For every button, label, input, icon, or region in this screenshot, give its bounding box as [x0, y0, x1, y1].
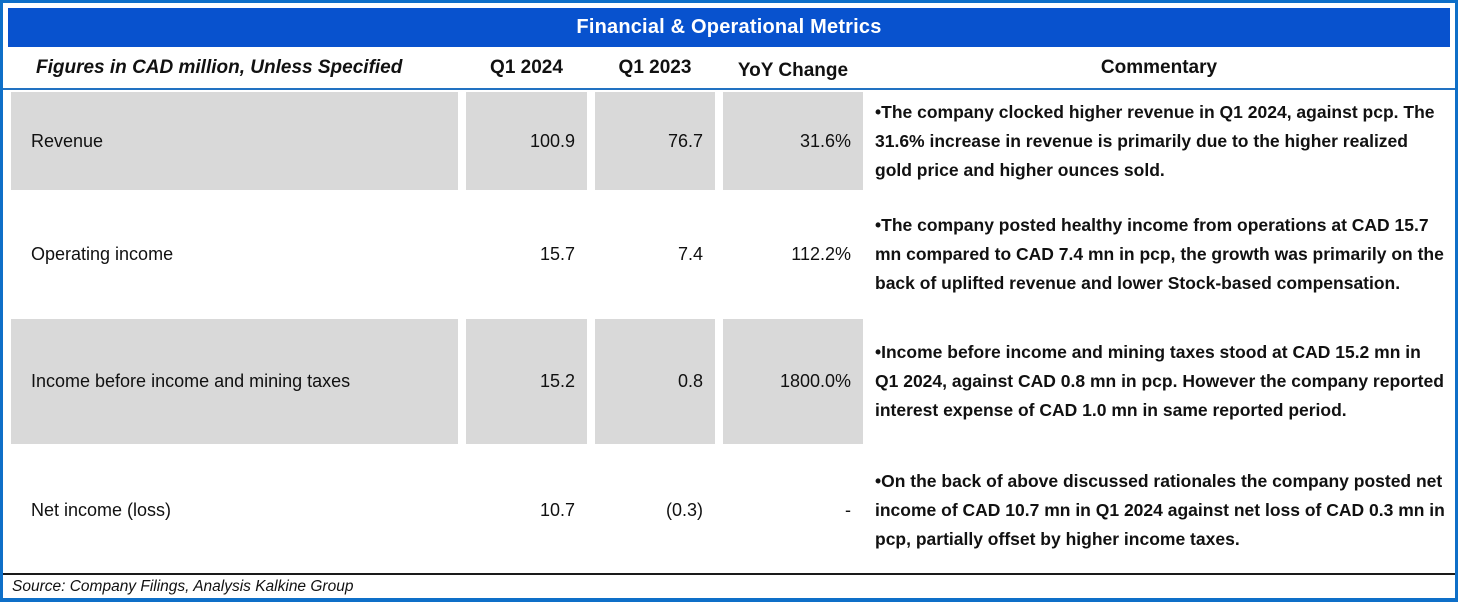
column-header-q1-2024: Q1 2024 [490, 56, 563, 78]
column-header-yoy-change: YoY Change [737, 59, 849, 81]
operating-income-q1-2024-value: 15.7 [539, 244, 575, 264]
table-title-bar: Financial & Operational Metrics [8, 8, 1450, 47]
revenue-commentary: •The company clocked higher revenue in Q… [875, 101, 1435, 180]
revenue-q1-2024-value: 100.9 [466, 92, 587, 190]
table-body: Revenue 100.9 76.7 31.6% •The company cl… [3, 90, 1455, 573]
metric-label-net-income: Net income (loss) [31, 499, 172, 520]
revenue-q1-2023-value: 76.7 [595, 92, 715, 190]
column-header-commentary: Commentary [1100, 56, 1218, 78]
operating-income-commentary: •The company posted healthy income from … [875, 215, 1444, 293]
operating-income-q1-2023-value: 7.4 [677, 244, 703, 264]
header-divider-rule [3, 88, 1455, 90]
metric-label-revenue: Revenue [11, 92, 458, 190]
table-title: Financial & Operational Metrics [576, 16, 882, 38]
table-header-row: Figures in CAD million, Unless Specified… [3, 47, 1455, 88]
metric-label-operating-income: Operating income [31, 244, 174, 264]
footer-divider-rule [3, 573, 1455, 575]
income-before-taxes-q1-2024-value: 15.2 [466, 319, 587, 444]
net-income-yoy-value: - [845, 499, 851, 520]
net-income-q1-2024-value: 10.7 [539, 499, 575, 520]
column-header-q1-2023: Q1 2023 [618, 56, 692, 78]
income-before-taxes-q1-2023-value: 0.8 [595, 319, 715, 444]
net-income-commentary: •On the back of above discussed rational… [875, 470, 1445, 549]
income-before-taxes-yoy-value: 1800.0% [723, 319, 863, 444]
source-attribution: Source: Company Filings, Analysis Kalkin… [12, 577, 354, 595]
column-header-figures: Figures in CAD million, Unless Specified [36, 56, 403, 78]
income-before-taxes-commentary: •Income before income and mining taxes s… [875, 342, 1444, 420]
operating-income-yoy-value: 112.2% [791, 244, 851, 264]
net-income-q1-2023-value: (0.3) [665, 499, 703, 520]
revenue-yoy-value: 31.6% [723, 92, 863, 190]
metric-label-income-before-taxes: Income before income and mining taxes [11, 319, 458, 444]
